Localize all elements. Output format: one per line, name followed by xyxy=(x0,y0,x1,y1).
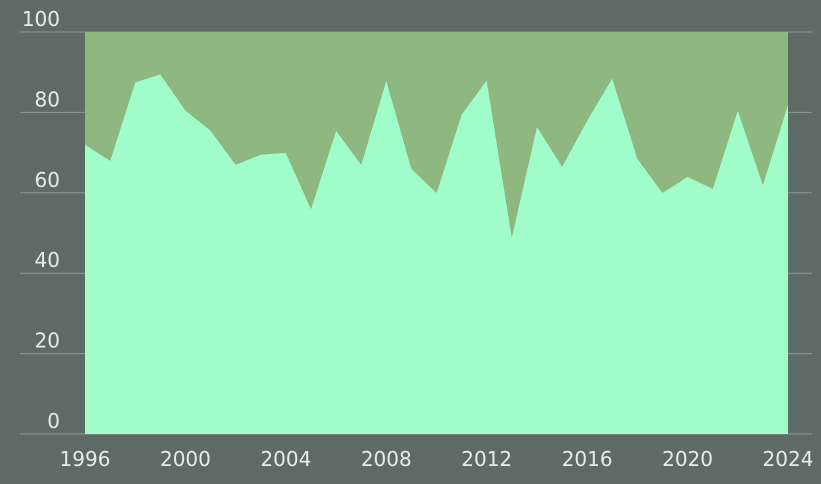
x-tick-label-2000: 2000 xyxy=(160,447,211,471)
x-tick-label-2004: 2004 xyxy=(260,447,311,471)
y-tick-label-60: 60 xyxy=(35,168,60,192)
x-axis-tick-labels: 1996 2000 2004 2008 2012 2016 2020 2024 xyxy=(60,447,814,471)
y-tick-label-0: 0 xyxy=(47,409,60,433)
x-tick-label-2012: 2012 xyxy=(461,447,512,471)
y-tick-label-20: 20 xyxy=(35,329,60,353)
x-tick-label-1996: 1996 xyxy=(60,447,111,471)
y-tick-label-40: 40 xyxy=(35,248,60,272)
x-tick-label-2008: 2008 xyxy=(361,447,412,471)
x-tick-label-2016: 2016 xyxy=(562,447,613,471)
x-tick-label-2024: 2024 xyxy=(763,447,814,471)
y-tick-label-100: 100 xyxy=(22,7,60,31)
y-tick-label-80: 80 xyxy=(35,87,60,111)
area-series-1 xyxy=(85,74,788,435)
area-series xyxy=(85,32,788,435)
y-axis-tick-labels: 0 20 40 60 80 100 xyxy=(22,7,60,433)
x-tick-label-2020: 2020 xyxy=(662,447,713,471)
area-series-2 xyxy=(85,32,788,238)
